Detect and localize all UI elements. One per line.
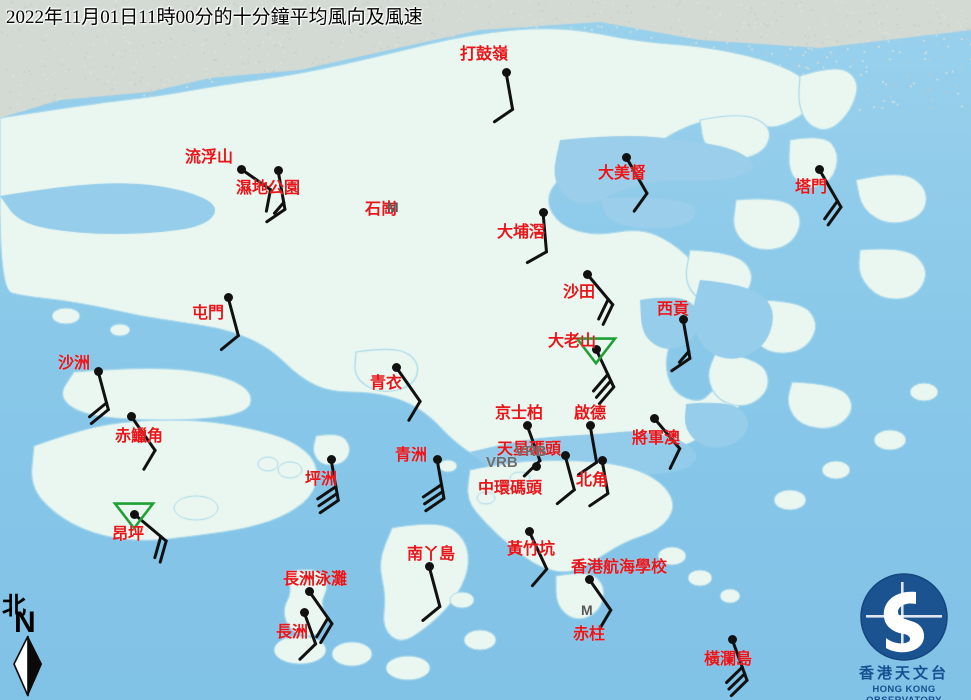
logo-text-cn: 香港天文台: [841, 662, 967, 683]
compass-rose: 北 N: [2, 586, 64, 698]
station-dot: [300, 608, 309, 617]
station-label-赤鱲角: 赤鱲角: [115, 422, 163, 446]
station-dot: [532, 462, 541, 471]
station-label-南丫島: 南丫島: [407, 540, 455, 564]
station-label-屯門: 屯門: [192, 299, 224, 323]
station-label-香港航海學校: 香港航海學校: [571, 553, 667, 577]
station-dot: [127, 412, 136, 421]
station-calm-marker: M: [581, 602, 593, 618]
station-label-長洲: 長洲: [276, 618, 308, 642]
station-label-打鼓嶺: 打鼓嶺: [460, 40, 508, 64]
station-dot: [598, 456, 607, 465]
station-dot: [327, 455, 336, 464]
station-dot: [433, 455, 442, 464]
logo-text-en: HONG KONG OBSERVATORY: [841, 684, 967, 700]
station-label-坪洲: 坪洲: [305, 465, 337, 489]
station-label-濕地公園: 濕地公園: [236, 174, 300, 198]
wind-map-screenshot: 2022年11月01日11時00分的十分鐘平均風向及風速 打鼓嶺 流浮山 濕地公園 M…: [0, 0, 971, 700]
station-dot: [224, 293, 233, 302]
station-label-大美督: 大美督: [598, 159, 646, 183]
page-title: 2022年11月01日11時00分的十分鐘平均風向及風速: [6, 2, 423, 29]
station-dot: [130, 510, 139, 519]
station-label-青洲: 青洲: [395, 441, 427, 465]
station-label-橫瀾島: 橫瀾島: [704, 645, 752, 669]
station-dot: [728, 635, 737, 644]
station-label-昂坪: 昂坪: [112, 520, 144, 544]
station-label-青衣: 青衣: [370, 369, 402, 393]
station-label-塔門: 塔門: [795, 173, 827, 197]
hko-logo: 香港天文台 HONG KONG OBSERVATORY: [841, 570, 967, 698]
station-label-赤柱: 赤柱: [573, 620, 605, 644]
station-calm-marker: M: [387, 199, 399, 215]
station-dot: [502, 68, 511, 77]
hko-logo-icon: [854, 570, 954, 664]
station-label-西貢: 西貢: [657, 295, 689, 319]
north-arrow-icon: [2, 586, 64, 698]
station-label-大老山: 大老山: [548, 327, 596, 351]
